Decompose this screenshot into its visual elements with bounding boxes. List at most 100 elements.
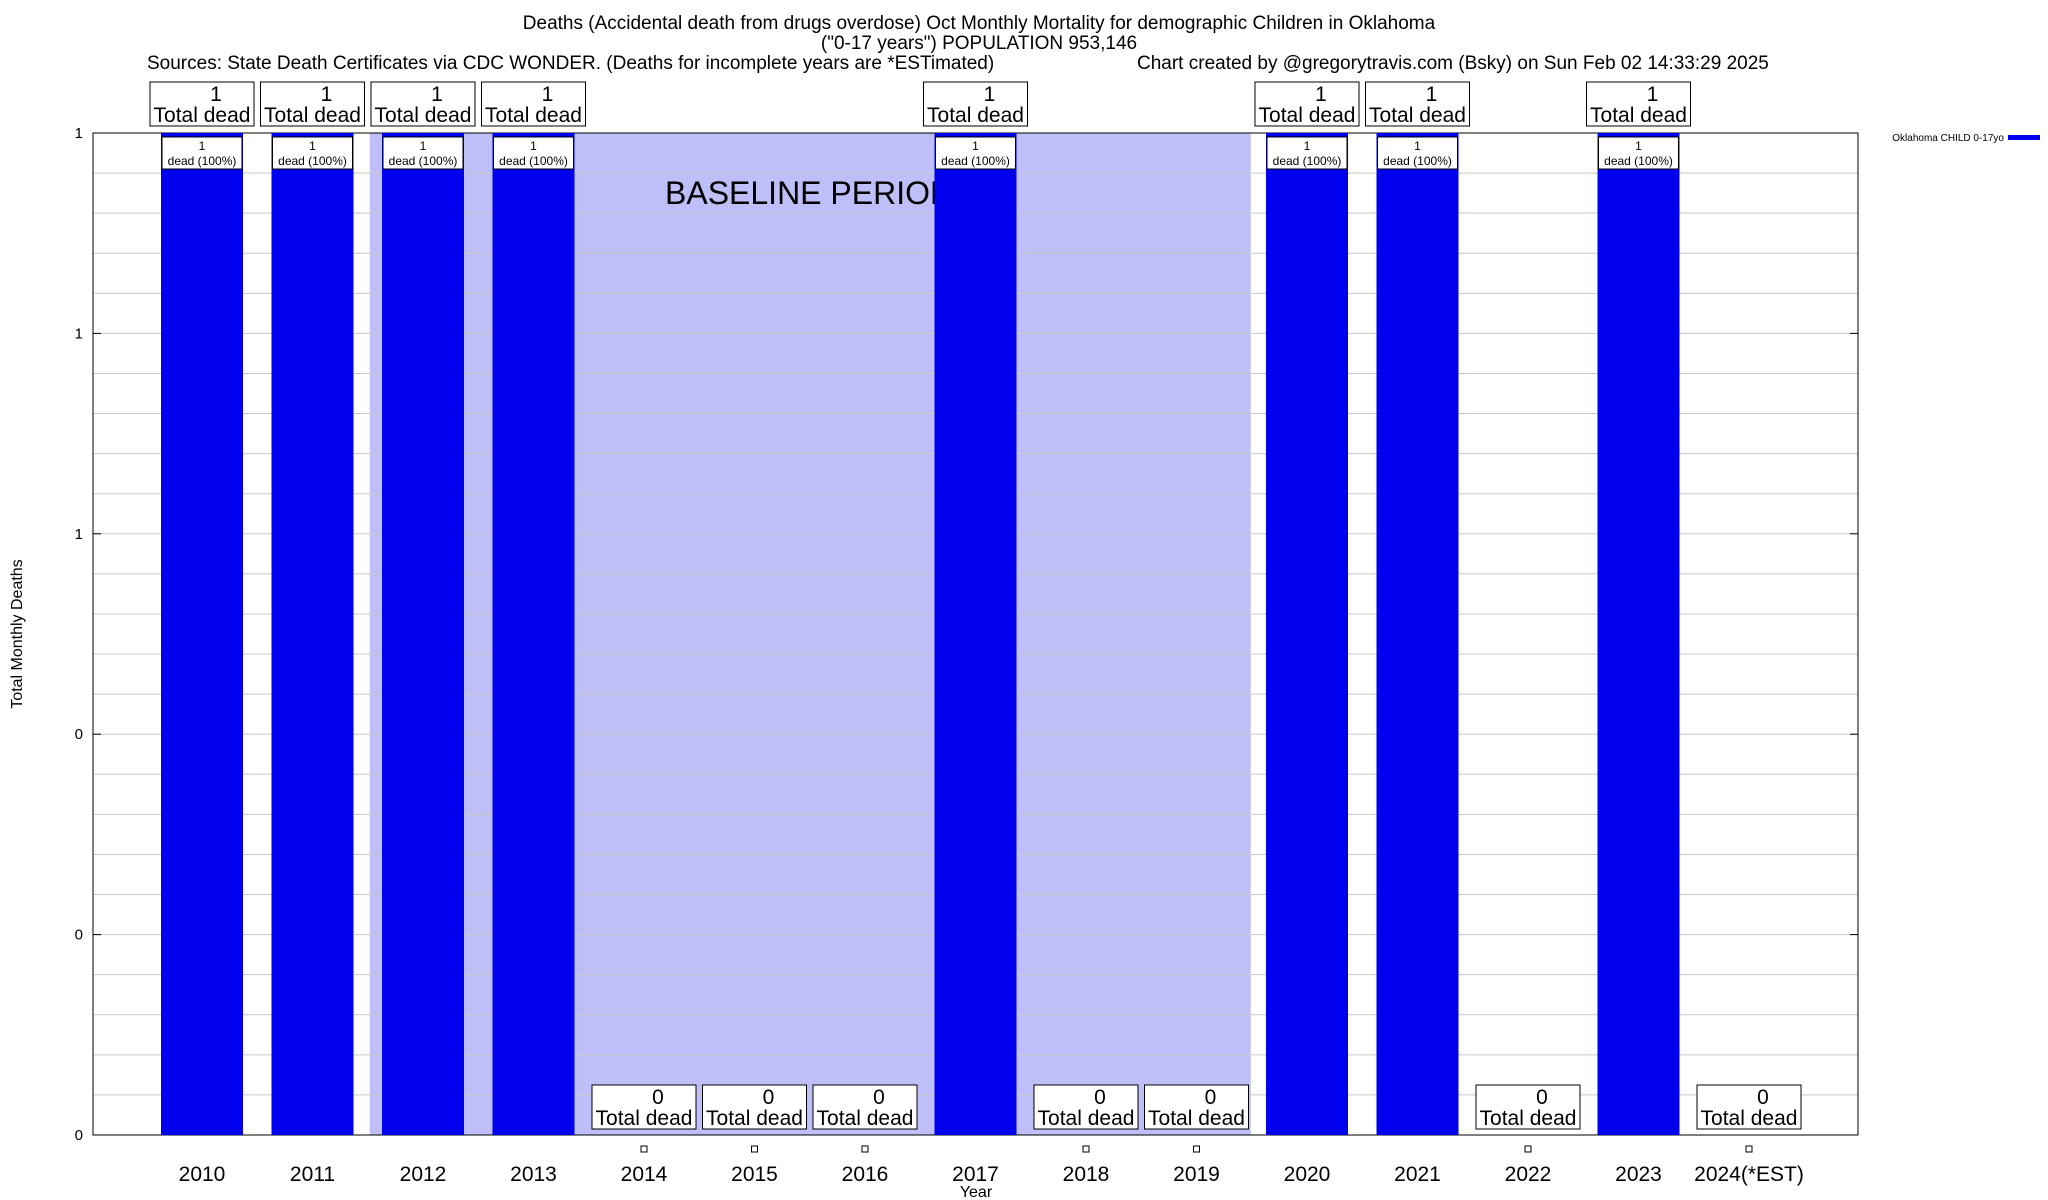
bar-inside-sub-label: dead (100%) (941, 154, 1010, 168)
bar-inside-label-box (1266, 136, 1348, 170)
zero-marker (861, 1145, 869, 1153)
total-label: Total dead (264, 104, 361, 127)
bar-2013 (492, 133, 575, 1135)
bar-inside-sub-label: dead (100%) (1383, 154, 1452, 168)
x-axis-title: Year (960, 1184, 993, 1200)
y-tick-label: 0 (75, 726, 83, 743)
x-tick-label: 2020 (1284, 1163, 1331, 1186)
bar-inside-value: 1 (309, 139, 316, 153)
y-tick-label: 1 (75, 325, 83, 342)
y-tick-label: 1 (75, 526, 83, 543)
zero-marker (751, 1145, 758, 1153)
bar-inside-sub-label: dead (100%) (278, 154, 347, 168)
total-value: 0 (763, 1086, 775, 1109)
bar-inside-value: 1 (1414, 139, 1421, 153)
total-label: Total dead (485, 104, 582, 127)
total-label-box (812, 1084, 918, 1130)
x-tick-label: 2016 (842, 1163, 889, 1186)
bar-inside-label-box (382, 136, 464, 170)
x-tick-label: 2018 (1063, 1163, 1110, 1186)
bar-inside-value: 1 (972, 139, 979, 153)
total-label-box (370, 81, 476, 127)
total-value: 0 (1536, 1086, 1548, 1109)
bar-inside-value: 1 (1635, 139, 1642, 153)
total-value: 0 (873, 1086, 885, 1109)
total-value: 1 (1426, 83, 1438, 106)
bar-inside-value: 1 (199, 139, 206, 153)
x-tick-label: 2019 (1173, 1163, 1220, 1186)
chart-sources: Sources: State Death Certificates via CD… (147, 53, 995, 74)
x-tick-label: 2021 (1394, 1163, 1441, 1186)
zero-marker (1745, 1145, 1753, 1153)
total-label-box (1696, 1084, 1802, 1130)
total-value: 1 (321, 83, 333, 106)
total-label: Total dead (1038, 1107, 1135, 1130)
bar-2011 (271, 133, 354, 1135)
bar-inside-sub-label: dead (100%) (168, 154, 237, 168)
x-tick-label: 2013 (510, 1163, 557, 1186)
bar-inside-value: 1 (1304, 139, 1311, 153)
total-value: 0 (1205, 1086, 1217, 1109)
total-label-box (1033, 1084, 1139, 1130)
total-label: Total dead (1259, 104, 1356, 127)
total-value: 0 (652, 1086, 664, 1109)
x-tick-label: 2015 (731, 1163, 778, 1186)
x-tick-label: 2022 (1505, 1163, 1552, 1186)
bar-inside-value: 1 (530, 139, 537, 153)
bar-inside-sub-label: dead (100%) (499, 154, 568, 168)
baseline-period-label: BASELINE PERIOD (665, 175, 953, 211)
total-label-box (923, 81, 1028, 127)
bar-2012 (382, 133, 464, 1135)
total-value: 1 (431, 83, 443, 106)
total-label-box (591, 1084, 697, 1130)
bar-2020 (1266, 133, 1348, 1135)
total-value: 0 (1094, 1086, 1106, 1109)
zero-marker (1193, 1145, 1200, 1153)
bar-inside-label-box (272, 136, 353, 170)
total-label: Total dead (596, 1107, 693, 1130)
x-tick-label: 2011 (290, 1163, 335, 1186)
total-label: Total dead (375, 104, 472, 127)
chart-subtitle: ("0-17 years") POPULATION 953,146 (820, 33, 1138, 54)
y-axis-title: Total Monthly Deaths (9, 559, 26, 708)
total-label-box (1475, 1084, 1581, 1130)
bar-inside-label-box (493, 136, 574, 170)
total-value: 1 (210, 83, 222, 106)
x-tick-label: 2023 (1615, 1163, 1662, 1186)
x-tick-label: 2017 (952, 1163, 999, 1186)
total-label-box (1144, 1084, 1249, 1130)
x-tick-label: 2024(*EST) (1694, 1163, 1804, 1186)
legend-label: Oklahoma CHILD 0-17yo (1892, 133, 2004, 144)
total-label: Total dead (1369, 104, 1466, 127)
y-tick-label: 0 (75, 1127, 83, 1144)
total-label-box (1365, 81, 1470, 127)
total-label-box (481, 81, 586, 127)
total-label: Total dead (1590, 104, 1687, 127)
total-value: 1 (1315, 83, 1327, 106)
total-label-box (1586, 81, 1691, 127)
total-value: 0 (1757, 1086, 1769, 1109)
total-label: Total dead (1480, 1107, 1577, 1130)
total-value: 1 (1647, 83, 1659, 106)
bar-inside-label-box (1377, 136, 1458, 170)
total-label: Total dead (927, 104, 1024, 127)
zero-marker (1082, 1145, 1090, 1153)
x-tick-label: 2012 (400, 1163, 447, 1186)
total-label-box (1254, 81, 1360, 127)
y-tick-label: 0 (75, 927, 83, 944)
y-tick-label: 1 (75, 125, 83, 142)
bar-inside-value: 1 (420, 139, 427, 153)
bar-2010 (161, 133, 243, 1135)
bar-inside-label-box (1598, 136, 1679, 170)
total-value: 1 (984, 83, 996, 106)
chart-credit: Chart created by @gregorytravis.com (Bsk… (1137, 53, 1769, 74)
x-tick-label: 2010 (179, 1163, 226, 1186)
total-label: Total dead (154, 104, 251, 127)
bar-2023 (1597, 133, 1680, 1135)
x-tick-label: 2014 (621, 1163, 668, 1186)
bar-inside-sub-label: dead (100%) (1604, 154, 1673, 168)
total-label-box (149, 81, 255, 127)
total-label-box (702, 1084, 807, 1130)
total-label-box (260, 81, 365, 127)
